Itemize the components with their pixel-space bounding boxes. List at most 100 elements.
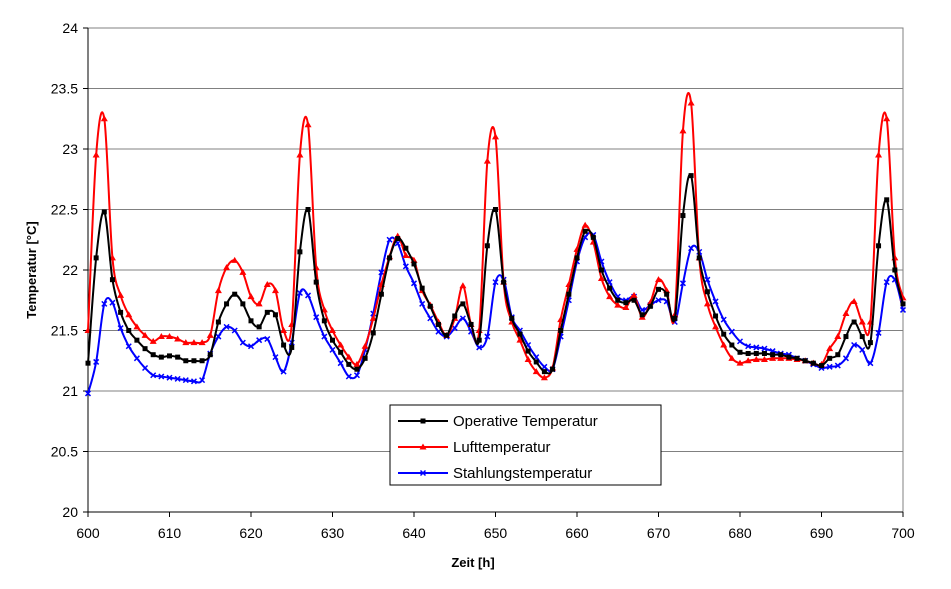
- data-point: [305, 292, 312, 299]
- data-point: [240, 301, 246, 307]
- data-point: [574, 255, 580, 261]
- x-tick-label: 600: [76, 525, 100, 541]
- data-point: [248, 318, 254, 324]
- data-point: [199, 358, 205, 364]
- data-point: [158, 354, 164, 360]
- data-point: [378, 269, 385, 276]
- data-point: [387, 255, 393, 261]
- data-point: [345, 353, 353, 360]
- data-point: [149, 337, 157, 344]
- data-point: [720, 316, 727, 323]
- data-point: [402, 263, 409, 270]
- data-point: [590, 234, 596, 240]
- data-point: [525, 348, 531, 354]
- data-point: [672, 315, 678, 321]
- data-point: [606, 293, 614, 300]
- x-tick-label: 610: [158, 525, 182, 541]
- data-point: [842, 310, 850, 317]
- data-point: [117, 291, 125, 298]
- legend-label: Operative Temperatur: [453, 413, 598, 430]
- data-point: [501, 279, 507, 285]
- data-point: [281, 342, 287, 348]
- legend-label: Lufttemperatur: [453, 439, 551, 456]
- data-point: [93, 255, 99, 261]
- data-point: [419, 469, 427, 477]
- data-point: [247, 293, 255, 300]
- data-point: [819, 363, 824, 369]
- data-point: [256, 337, 263, 344]
- y-axis-label: Temperatur [°C]: [24, 221, 39, 318]
- data-point: [231, 327, 238, 334]
- data-point: [272, 312, 278, 318]
- data-point: [403, 245, 409, 251]
- data-point: [607, 285, 613, 291]
- data-point: [338, 349, 344, 355]
- data-point: [688, 173, 694, 179]
- data-point: [214, 287, 222, 294]
- x-tick-label: 660: [565, 525, 589, 541]
- data-point: [435, 328, 442, 335]
- data-point: [492, 279, 499, 286]
- data-point: [402, 251, 410, 258]
- data-point: [142, 346, 148, 352]
- data-point: [444, 332, 450, 338]
- data-point: [827, 355, 833, 361]
- data-point: [876, 243, 882, 249]
- data-point: [93, 358, 100, 365]
- data-point: [476, 344, 483, 351]
- data-point: [842, 355, 849, 362]
- data-point: [770, 352, 776, 358]
- data-point: [875, 151, 883, 158]
- data-point: [826, 363, 833, 370]
- data-point: [370, 330, 376, 336]
- data-point: [175, 354, 181, 360]
- data-point: [859, 346, 866, 353]
- data-point: [361, 342, 369, 349]
- data-point: [843, 334, 849, 340]
- data-point: [321, 318, 327, 324]
- data-point: [598, 267, 604, 273]
- data-point: [484, 333, 491, 340]
- data-point: [468, 321, 474, 327]
- data-point: [647, 303, 653, 309]
- data-point: [859, 334, 865, 340]
- x-tick-label: 670: [647, 525, 671, 541]
- data-point: [451, 325, 458, 332]
- data-point: [753, 344, 760, 351]
- data-point: [395, 236, 401, 242]
- data-point: [761, 350, 767, 356]
- data-point: [239, 268, 247, 275]
- data-point: [304, 121, 312, 128]
- data-point: [223, 323, 230, 330]
- series-stahlungstemperatur: [84, 231, 907, 397]
- x-tick-label: 680: [728, 525, 752, 541]
- data-point: [84, 390, 92, 397]
- data-point: [459, 282, 467, 289]
- data-point: [834, 333, 842, 340]
- data-point: [239, 339, 246, 346]
- data-point: [517, 331, 523, 337]
- data-point: [133, 355, 140, 362]
- x-tick-label: 700: [891, 525, 915, 541]
- data-point: [483, 157, 491, 164]
- data-point: [427, 315, 434, 322]
- data-point: [199, 377, 206, 384]
- data-point: [753, 350, 759, 356]
- data-point: [126, 328, 132, 333]
- data-point: [777, 354, 785, 361]
- data-point: [313, 314, 320, 321]
- legend: Operative Temperatur Lufttemperatur Stahlu…: [389, 404, 662, 486]
- data-point: [786, 354, 792, 360]
- data-point: [884, 197, 890, 203]
- data-point: [630, 291, 638, 298]
- data-point: [704, 289, 710, 295]
- data-point: [728, 354, 736, 361]
- data-point: [362, 355, 368, 361]
- data-point: [305, 207, 311, 212]
- data-point: [134, 337, 140, 343]
- x-tick-label: 640: [402, 525, 426, 541]
- data-point: [167, 353, 172, 359]
- data-point: [183, 358, 189, 364]
- series-line: [87, 173, 904, 375]
- data-point: [614, 301, 622, 308]
